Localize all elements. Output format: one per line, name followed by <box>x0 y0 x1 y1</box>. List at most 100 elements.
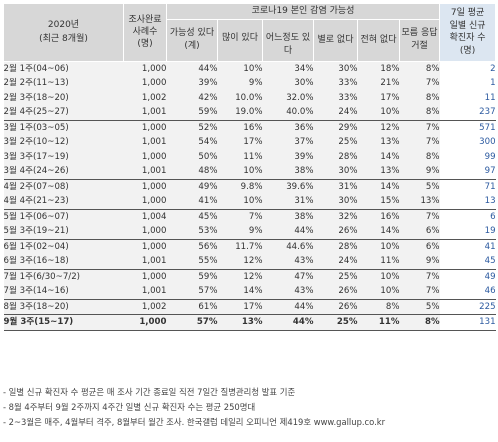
somewhat-likely-cell: 31% <box>262 194 314 209</box>
very-likely-cell: 11.7% <box>217 238 263 254</box>
very-likely-cell: 17% <box>217 135 263 150</box>
sample-cell: 1,000 <box>123 178 167 194</box>
somewhat-likely-cell: 39.6% <box>262 178 314 194</box>
not-at-all-cell: 10% <box>357 268 400 284</box>
somewhat-likely-header: 어느정도 있다 <box>262 18 314 62</box>
not-very-cell: 33% <box>313 90 358 105</box>
table-row: 7월 3주(14~16) 1,001 57% 14% 43% 26% 10% 7% 46 <box>3 284 496 299</box>
not-very-cell: 30% <box>313 164 358 179</box>
no-answer-cell: 8% <box>399 105 440 120</box>
no-answer-cell: 6% <box>399 224 440 239</box>
very-likely-cell: 11% <box>217 149 263 164</box>
not-very-cell: 25% <box>313 268 358 284</box>
infection-likelihood-table: 2020년 (최근 8개월) 조사완료 사례수 (명) 코로나19 본인 감염 가능성… <box>3 3 497 331</box>
sample-cell: 1,000 <box>123 76 167 91</box>
possible-sum-cell: 56% <box>166 238 218 254</box>
period-cell: 2월 1주(04~06) <box>3 61 124 76</box>
not-very-cell: 29% <box>313 119 358 135</box>
table-row: 6월 1주(02~04) 1,000 56% 11.7% 44.6% 28% 10% 6% 41 <box>3 238 496 254</box>
table-row: 5월 3주(19~21) 1,000 53% 9% 44% 26% 14% 6% 19 <box>3 224 496 239</box>
no-answer-cell: 8% <box>399 61 440 76</box>
sample-cell: 1,001 <box>123 284 167 299</box>
very-likely-cell: 19.0% <box>217 105 263 120</box>
sample-cell: 1,001 <box>123 135 167 150</box>
not-at-all-cell: 12% <box>357 119 400 135</box>
no-answer-cell: 8% <box>399 314 440 331</box>
not-at-all-cell: 11% <box>357 314 400 331</box>
not-at-all-header: 전혀 없다 <box>357 18 400 62</box>
somewhat-likely-cell: 36% <box>262 119 314 135</box>
sample-cell: 1,001 <box>123 254 167 269</box>
possible-sum-cell: 61% <box>166 298 218 315</box>
cases-cell: 2 <box>439 61 496 76</box>
not-very-cell: 30% <box>313 194 358 209</box>
very-likely-cell: 10% <box>217 61 263 76</box>
cases-header-line1: 7일 평균 <box>450 8 485 19</box>
not-at-all-cell: 16% <box>357 208 400 224</box>
somewhat-likely-cell: 30% <box>262 76 314 91</box>
period-cell: 2월 4주(25~27) <box>3 105 124 120</box>
table-row: 2월 4주(25~27) 1,001 59% 19.0% 40.0% 24% 10% 8% 23… <box>3 105 496 120</box>
table-row-latest: 9월 3주(15~17) 1,000 57% 13% 44% 25% 11% 8% 131 <box>3 314 496 331</box>
not-at-all-cell: 14% <box>357 224 400 239</box>
possible-sum-cell: 41% <box>166 194 218 209</box>
possible-sum-cell: 49% <box>166 178 218 194</box>
somewhat-likely-cell: 39% <box>262 149 314 164</box>
not-very-cell: 32% <box>313 208 358 224</box>
possible-sum-cell: 59% <box>166 268 218 284</box>
not-at-all-cell: 13% <box>357 135 400 150</box>
sample-cell: 1,000 <box>123 194 167 209</box>
cases-cell: 45 <box>439 254 496 269</box>
sample-cell: 1,004 <box>123 208 167 224</box>
possible-sum-cell: 52% <box>166 119 218 135</box>
sample-cell: 1,000 <box>123 61 167 76</box>
no-answer-cell: 13% <box>399 194 440 209</box>
not-at-all-cell: 17% <box>357 90 400 105</box>
sample-cell: 1,000 <box>123 119 167 135</box>
not-at-all-cell: 14% <box>357 178 400 194</box>
period-cell: 3월 4주(24~26) <box>3 164 124 179</box>
not-very-cell: 25% <box>313 135 358 150</box>
very-likely-cell: 9% <box>217 224 263 239</box>
cases-header: 7일 평균 일별 신규 확진자 수 (명) <box>439 3 497 62</box>
not-very-cell: 26% <box>313 284 358 299</box>
possible-sum-header: 가능성 있다 (계) <box>166 18 218 62</box>
no-answer-cell: 7% <box>399 76 440 91</box>
possible-sum-cell: 55% <box>166 254 218 269</box>
cases-cell: 49 <box>439 268 496 284</box>
possible-sum-cell: 53% <box>166 224 218 239</box>
likelihood-group-header: 코로나19 본인 감염 가능성 <box>165 3 441 20</box>
period-header-line2: (최근 8개월) <box>39 34 88 45</box>
possible-sum-cell: 42% <box>166 90 218 105</box>
sample-cell: 1,000 <box>123 268 167 284</box>
cases-cell: 237 <box>439 105 496 120</box>
period-cell: 6월 3주(16~18) <box>3 254 124 269</box>
very-likely-cell: 10.0% <box>217 90 263 105</box>
table-body: 2월 1주(04~06) 1,000 44% 10% 34% 30% 18% 8% 2 2월 2주… <box>3 61 496 331</box>
sample-cell: 1,000 <box>123 224 167 239</box>
sample-cell: 1,000 <box>123 238 167 254</box>
possible-sum-cell: 59% <box>166 105 218 120</box>
very-likely-cell: 7% <box>217 208 263 224</box>
table-row: 2월 2주(11~13) 1,000 39% 9% 30% 33% 21% 7% 1 <box>3 76 496 91</box>
cases-cell: 41 <box>439 238 496 254</box>
period-header-line1: 2020년 <box>47 20 80 31</box>
not-very-cell: 28% <box>313 238 358 254</box>
period-cell: 2월 2주(11~13) <box>3 76 124 91</box>
not-very-cell: 30% <box>313 61 358 76</box>
cases-cell: 71 <box>439 178 496 194</box>
no-answer-cell: 6% <box>399 238 440 254</box>
cases-header-line3: 확진자 수 <box>449 33 486 44</box>
sample-header: 조사완료 사례수 (명) <box>123 3 167 62</box>
not-very-cell: 28% <box>313 149 358 164</box>
no-answer-cell: 9% <box>399 164 440 179</box>
cases-cell: 13 <box>439 194 496 209</box>
no-answer-cell: 8% <box>399 149 440 164</box>
no-answer-cell: 8% <box>399 90 440 105</box>
table-row: 3월 3주(17~19) 1,000 50% 11% 39% 28% 14% 8% 99 <box>3 149 496 164</box>
period-cell: 4월 4주(21~23) <box>3 194 124 209</box>
not-very-cell: 24% <box>313 254 358 269</box>
sample-header-line1: 조사완료 <box>128 15 162 26</box>
possible-sum-cell: 48% <box>166 164 218 179</box>
somewhat-likely-cell: 40.0% <box>262 105 314 120</box>
